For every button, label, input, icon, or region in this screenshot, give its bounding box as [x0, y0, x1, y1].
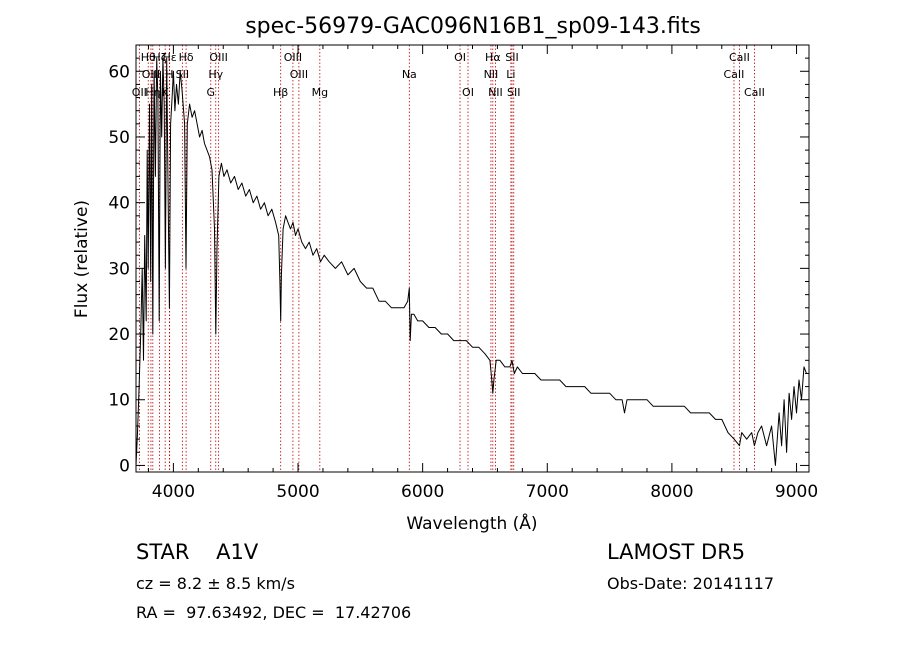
x-axis: 4000 5000 6000 7000 8000 9000 [147, 45, 818, 502]
emission-line-label: Hε [163, 51, 177, 64]
emission-line-label: NII [484, 68, 499, 81]
emission-line-label: CaII [729, 51, 750, 64]
emission-line-label: OIII [142, 68, 160, 81]
x-axis-label: Wavelength (Å) [406, 512, 537, 534]
emission-line-label: Na [402, 68, 417, 81]
emission-line-label: Li [506, 68, 515, 81]
emission-line-label: CaII [724, 68, 745, 81]
emission-line-label: OIII [284, 51, 302, 64]
x-tick-label: 7000 [526, 482, 569, 502]
emission-line-label: SII [176, 68, 189, 81]
emission-line-label: H [165, 68, 173, 81]
x-tick-label: 4000 [152, 482, 195, 502]
y-tick-label: 30 [108, 259, 130, 279]
emission-line-label: CaII [744, 86, 765, 99]
y-tick-label: 10 [108, 391, 130, 411]
x-tick-label: 5000 [276, 482, 319, 502]
y-tick-label: 20 [108, 325, 130, 345]
emission-line-label: K [162, 86, 170, 99]
emission-line-label: OI [462, 86, 474, 99]
survey-name: LAMOST DR5 [607, 540, 746, 564]
y-axis-label: Flux (relative) [72, 200, 92, 318]
y-tick-label: 50 [108, 128, 130, 148]
emission-line-label: G [207, 86, 216, 99]
emission-line-markers [138, 45, 755, 472]
x-tick-label: 9000 [775, 482, 818, 502]
emission-line-label: Hθ [141, 51, 156, 64]
emission-line-label: OI [454, 51, 466, 64]
emission-line-labels: OIIHθOIIIHηHζKHHεSIIHδGHγOIIIHβOIIIOIIIM… [132, 51, 765, 99]
emission-line-label: SII [505, 51, 518, 64]
plot-frame [135, 44, 810, 473]
x-tick-label: 6000 [401, 482, 444, 502]
emission-line-label: Hβ [273, 86, 288, 99]
spectrum-line [135, 57, 807, 466]
emission-line-label: NII [488, 86, 503, 99]
y-tick-label: 40 [108, 194, 130, 214]
spectrum-series [135, 57, 807, 466]
object-class: STAR A1V [136, 540, 259, 564]
y-axis: 0 10 20 30 40 50 60 [108, 57, 809, 476]
emission-line-label: OIII [290, 68, 308, 81]
y-tick-label: 60 [108, 62, 130, 82]
emission-line-label: Hα [485, 51, 501, 64]
chart-title: spec-56979-GAC096N16B1_sp09-143.fits [245, 14, 701, 39]
emission-line-label: Hγ [208, 68, 223, 81]
y-tick-label: 0 [119, 456, 130, 476]
emission-line-label: SII [507, 86, 520, 99]
coordinates: RA = 97.63492, DEC = 17.42706 [136, 603, 412, 622]
emission-line-label: Mg [312, 86, 328, 99]
observation-date: Obs-Date: 20141117 [607, 574, 775, 593]
emission-line-label: Hδ [179, 51, 194, 64]
x-tick-label: 8000 [650, 482, 693, 502]
redshift-velocity: cz = 8.2 ± 8.5 km/s [136, 574, 295, 593]
emission-line-label: OIII [209, 51, 227, 64]
